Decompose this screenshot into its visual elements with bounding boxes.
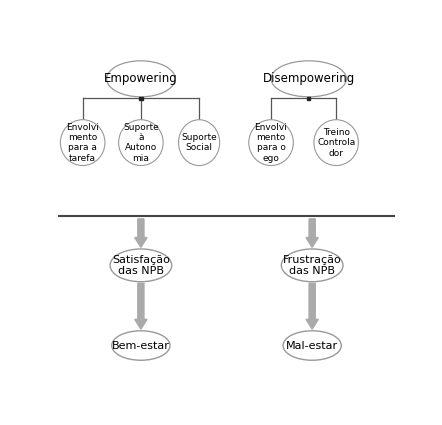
FancyArrow shape	[135, 219, 147, 247]
Text: Frustração
das NPB: Frustração das NPB	[283, 255, 342, 276]
Ellipse shape	[249, 120, 293, 166]
Text: Suporte
Social: Suporte Social	[181, 133, 217, 152]
FancyArrow shape	[135, 283, 147, 329]
Text: Suporte
à
Autono
mia: Suporte à Autono mia	[123, 122, 159, 163]
Text: Mal-estar: Mal-estar	[286, 340, 338, 351]
Bar	[139, 97, 143, 100]
FancyArrow shape	[306, 283, 318, 329]
Text: Bem-estar: Bem-estar	[112, 340, 170, 351]
Bar	[307, 97, 310, 100]
Ellipse shape	[61, 120, 105, 166]
Text: Envolvi
mento
para o
ego: Envolvi mento para o ego	[255, 122, 287, 163]
Ellipse shape	[271, 61, 347, 97]
Ellipse shape	[107, 61, 175, 97]
Ellipse shape	[282, 249, 343, 282]
Text: Satisfação
das NPB: Satisfação das NPB	[112, 255, 170, 276]
Ellipse shape	[283, 331, 341, 360]
FancyArrow shape	[306, 219, 318, 247]
Text: Disempowering: Disempowering	[263, 72, 355, 85]
Ellipse shape	[118, 120, 163, 166]
Ellipse shape	[112, 331, 170, 360]
Ellipse shape	[110, 249, 171, 282]
Text: Treino
Controla
dor: Treino Controla dor	[317, 128, 355, 158]
Text: Envolvi
mento
para a
tarefa: Envolvi mento para a tarefa	[66, 122, 99, 163]
Text: Empowering: Empowering	[104, 72, 178, 85]
Ellipse shape	[179, 120, 220, 166]
Ellipse shape	[314, 120, 358, 166]
